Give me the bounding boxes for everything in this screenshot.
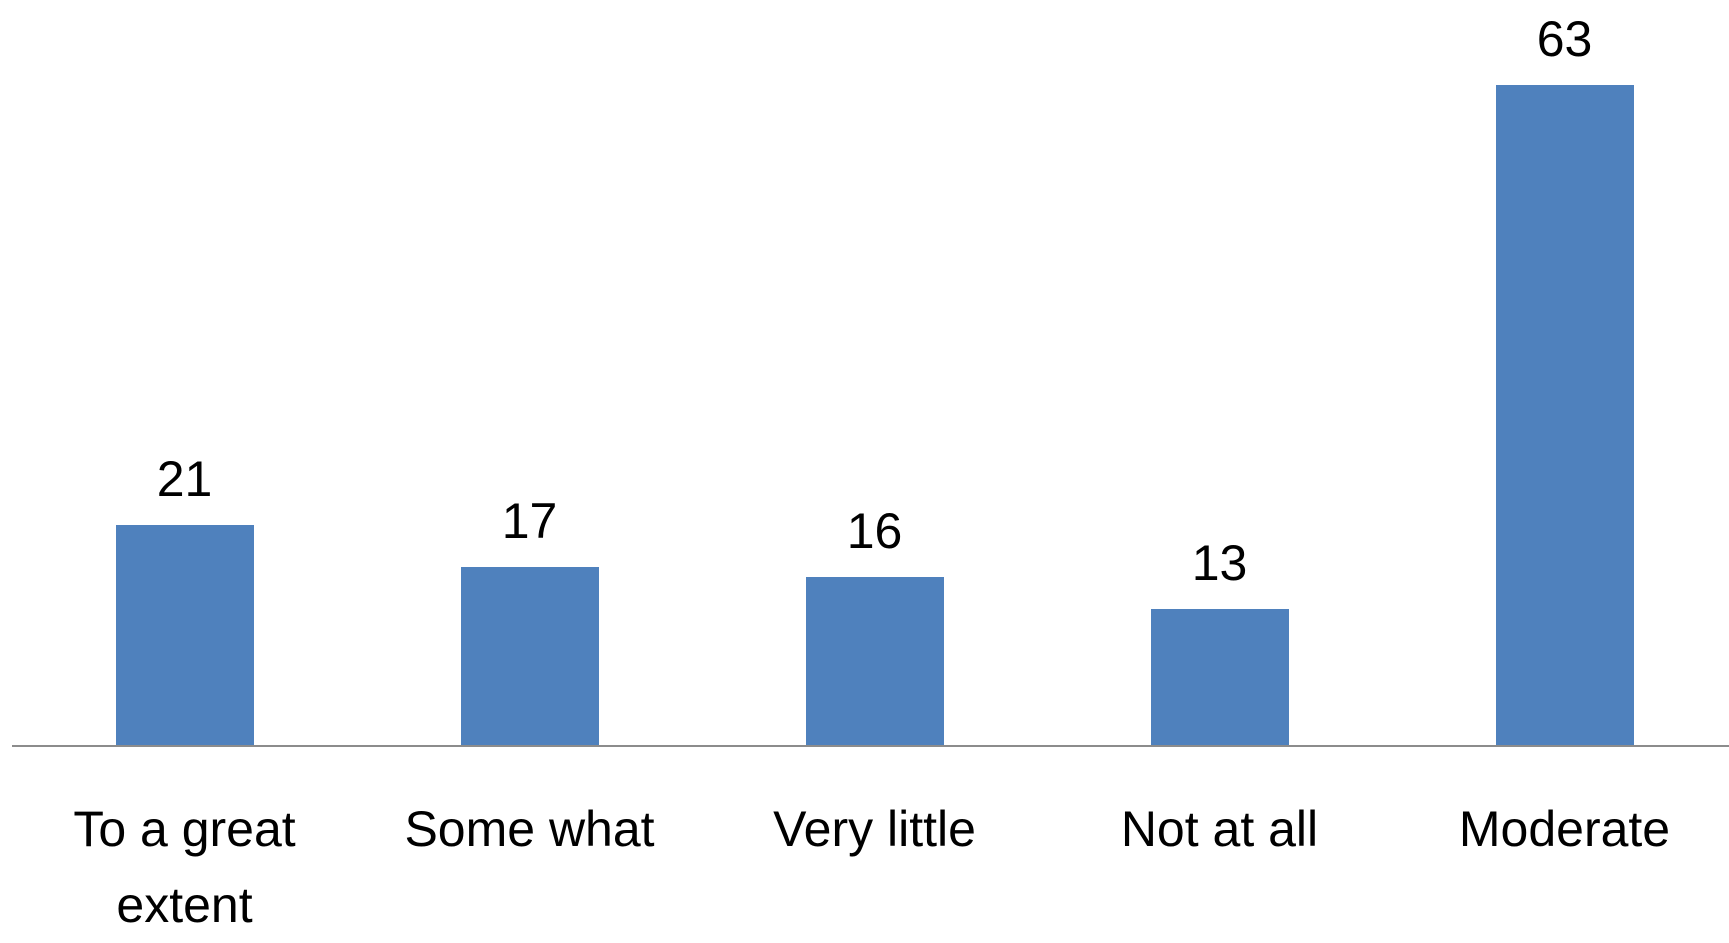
bar [1495, 85, 1634, 745]
bar [805, 577, 944, 745]
x-tick-label: Very little [773, 801, 976, 857]
data-label: 13 [1191, 534, 1248, 591]
data-label: 21 [156, 451, 213, 507]
x-tick-label: Not at all [1120, 801, 1319, 857]
x-axis-line [12, 745, 1729, 747]
bar [1150, 608, 1289, 745]
x-tick-label: Some what [404, 801, 655, 857]
data-label: 17 [501, 492, 558, 549]
x-tick-label: To a great extent [73, 801, 296, 933]
data-label: 16 [846, 503, 903, 560]
data-label: 63 [1536, 11, 1593, 67]
bar [115, 525, 254, 745]
x-tick-label: Moderate [1458, 801, 1671, 857]
bar [460, 566, 599, 745]
